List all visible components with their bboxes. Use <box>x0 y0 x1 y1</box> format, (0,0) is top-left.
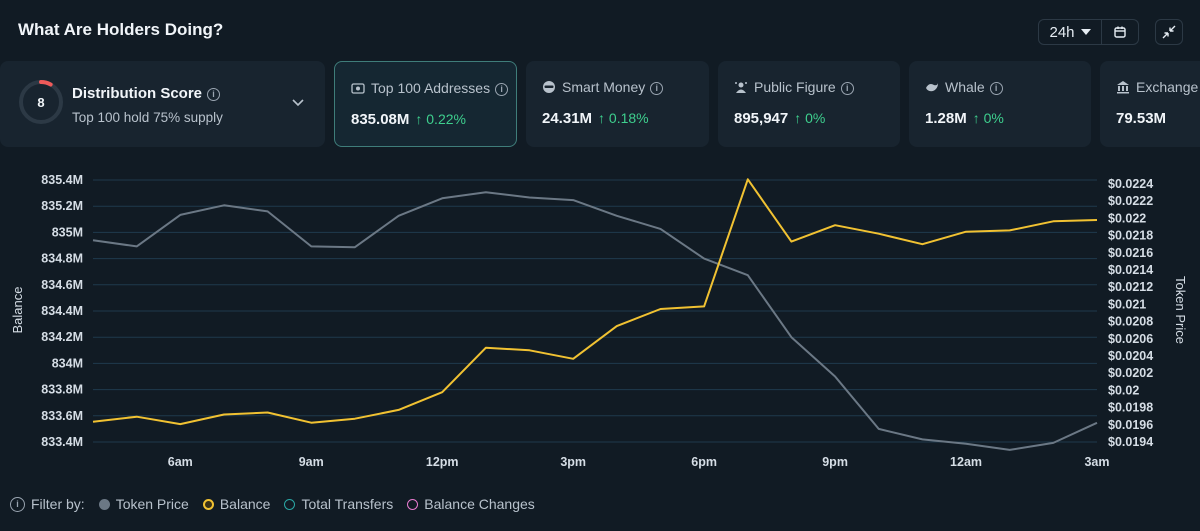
card-label: Smart Money i <box>562 79 664 95</box>
x-tick-label: 12am <box>950 455 982 469</box>
series-line-token-price <box>92 191 1098 451</box>
y-tick-label: 833.6M <box>41 409 83 423</box>
card-label: Public Figure i <box>754 79 854 95</box>
info-icon[interactable]: i <box>10 496 25 512</box>
card-top-100-addresses[interactable]: Top 100 Addresses i 835.08M ↑ 0.22% <box>334 61 517 147</box>
x-tick-label: 9pm <box>822 455 848 469</box>
info-icon[interactable]: i <box>207 88 221 101</box>
y-tick-label: 835.2M <box>41 199 83 213</box>
y-tick-label: 834.6M <box>41 278 83 292</box>
y-tick-label: 833.8M <box>41 383 83 397</box>
distribution-score-value: 8 <box>37 95 44 110</box>
card-exchange[interactable]: Exchange 79.53M <box>1100 61 1200 147</box>
collapse-button[interactable] <box>1155 19 1183 45</box>
y-tick-label: 835M <box>52 225 83 239</box>
legend-swatch <box>407 498 419 510</box>
y-tick-label: 835.4M <box>41 173 83 187</box>
distribution-score-card[interactable] <box>0 61 325 147</box>
y2-tick-label: $0.02 <box>1108 383 1139 397</box>
legend: i Filter by: Token Price Balance Total T… <box>10 496 549 512</box>
y-tick-label: 834.8M <box>41 252 83 266</box>
chevron-down-icon <box>1080 29 1091 35</box>
whale-icon <box>926 83 938 92</box>
calendar-icon <box>1114 26 1126 38</box>
filter-label: i Filter by: <box>10 496 85 512</box>
legend-item-balance[interactable]: Balance <box>202 496 270 512</box>
card-smart-money[interactable]: Smart Money i 24.31M ↑ 0.18% <box>526 61 709 147</box>
y2-tick-label: $0.021 <box>1108 297 1146 311</box>
y2-tick-label: $0.0202 <box>1108 366 1153 380</box>
time-range-select[interactable]: 24h <box>1038 19 1102 45</box>
y2-axis-label: Token Price <box>1173 276 1188 344</box>
y2-tick-label: $0.022 <box>1108 211 1146 225</box>
legend-swatch <box>202 498 214 510</box>
card-value: 79.53M <box>1116 110 1167 127</box>
y2-tick-label: $0.0198 <box>1108 401 1153 415</box>
holders-chart: 835.4M 835.2M 835M 834.8M 834.6M 834.4M 834.2M… <box>10 173 1188 469</box>
distribution-score-title: Distribution Score i <box>72 85 221 102</box>
wallet-icon <box>351 83 365 94</box>
card-label: Whale i <box>945 79 1003 95</box>
card-value: 895,947 ↑ 0% <box>734 110 826 127</box>
x-tick-label: 6pm <box>691 455 717 469</box>
card-label: Top 100 Addresses i <box>371 80 509 96</box>
card-label: Exchange <box>1136 79 1199 95</box>
y2-tick-label: $0.0194 <box>1108 435 1153 449</box>
series-line-balance <box>92 178 1098 426</box>
y2-tick-label: $0.0222 <box>1108 194 1153 208</box>
y2-tick-label: $0.0214 <box>1108 263 1153 277</box>
info-icon[interactable]: i <box>495 83 509 96</box>
distribution-score-subtitle: Top 100 hold 75% supply <box>72 110 223 125</box>
y2-tick-label: $0.0206 <box>1108 332 1153 346</box>
y-tick-label: 834.4M <box>41 304 83 318</box>
y-tick-label: 833.4M <box>41 435 83 449</box>
legend-swatch <box>284 498 296 510</box>
card-value: 835.08M ↑ 0.22% <box>351 111 466 128</box>
x-tick-label: 3am <box>1084 455 1109 469</box>
legend-item-token-price[interactable]: Token Price <box>98 496 189 512</box>
card-change: ↑ 0.22% <box>415 111 466 127</box>
y2-tick-label: $0.0218 <box>1108 229 1153 243</box>
y2-tick-label: $0.0196 <box>1108 418 1153 432</box>
y2-tick-label: $0.0224 <box>1108 177 1153 191</box>
card-change: ↑ 0.18% <box>598 110 649 126</box>
y2-tick-label: $0.0216 <box>1108 246 1153 260</box>
x-tick-label: 6am <box>168 455 193 469</box>
x-tick-label: 9am <box>299 455 324 469</box>
legend-item-balance-changes[interactable]: Balance Changes <box>407 496 535 512</box>
info-icon[interactable]: i <box>840 82 854 95</box>
exchange-icon <box>1117 81 1129 94</box>
y2-tick-label: $0.0204 <box>1108 349 1153 363</box>
y-tick-label: 834M <box>52 356 83 370</box>
chevron-down-icon[interactable] <box>292 99 304 107</box>
y2-tick-label: $0.0208 <box>1108 315 1153 329</box>
card-change: ↑ 0% <box>972 110 1004 126</box>
time-range-value: 24h <box>1049 23 1075 41</box>
public-figure-icon <box>735 82 747 93</box>
card-whale[interactable]: Whale i 1.28M ↑ 0% <box>909 61 1091 147</box>
smart-money-icon <box>543 81 555 93</box>
calendar-button[interactable] <box>1102 19 1139 45</box>
y2-tick-label: $0.0212 <box>1108 280 1153 294</box>
legend-item-total-transfers[interactable]: Total Transfers <box>284 496 393 512</box>
card-change: ↑ 0% <box>794 110 826 126</box>
panel-title: What Are Holders Doing? <box>18 20 224 39</box>
info-icon[interactable]: i <box>989 82 1003 95</box>
collapse-icon <box>1162 25 1176 39</box>
y-axis-label: Balance <box>10 287 25 334</box>
distribution-score-label: Distribution Score <box>72 85 203 102</box>
y-tick-label: 834.2M <box>41 330 83 344</box>
distribution-gauge: 8 <box>19 80 63 124</box>
legend-swatch <box>98 498 110 510</box>
x-tick-label: 12pm <box>426 455 459 469</box>
card-value: 1.28M ↑ 0% <box>925 110 1004 127</box>
info-icon[interactable]: i <box>650 82 664 95</box>
card-value: 24.31M ↑ 0.18% <box>542 110 649 127</box>
card-public-figure[interactable]: Public Figure i 895,947 ↑ 0% <box>718 61 900 147</box>
x-tick-label: 3pm <box>560 455 586 469</box>
